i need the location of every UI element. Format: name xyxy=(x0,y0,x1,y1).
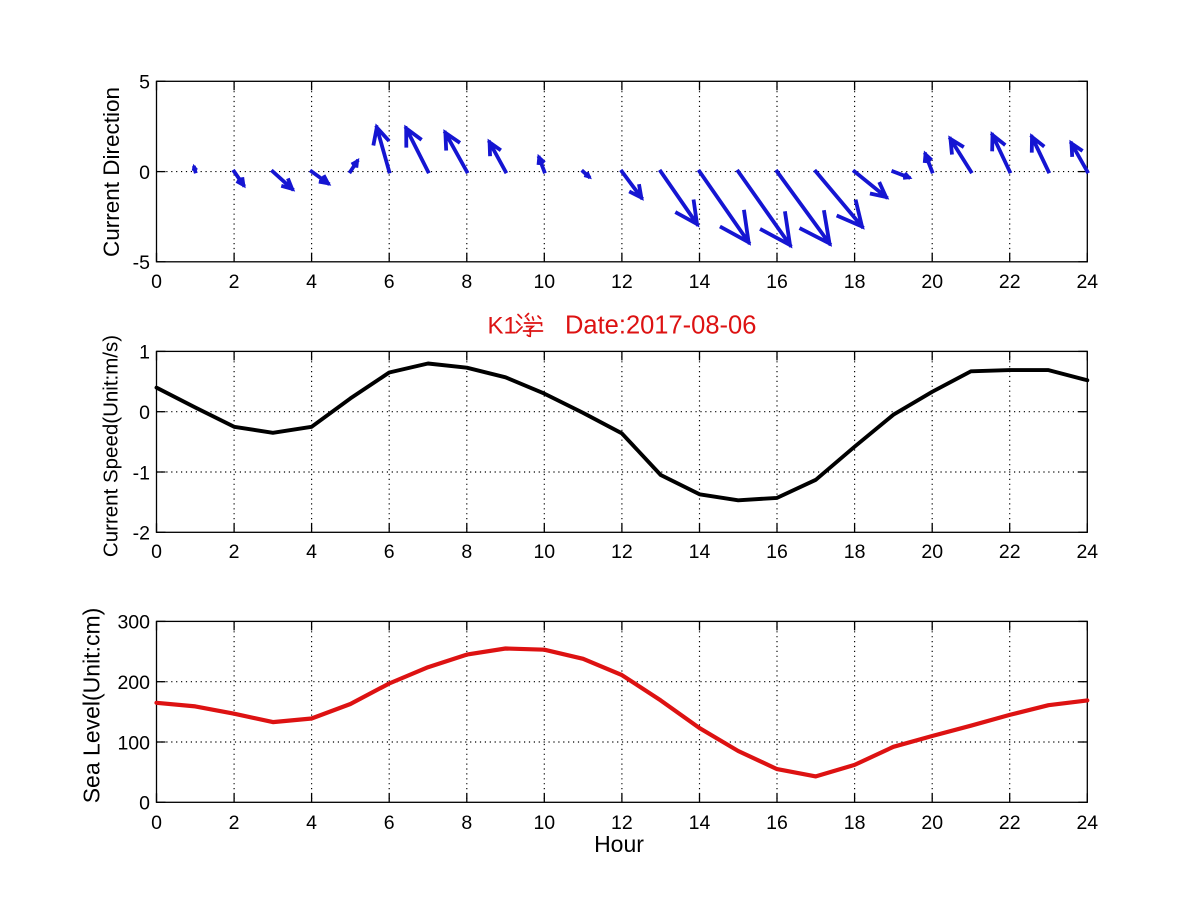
svg-text:Current Speed(Unit:m/s): Current Speed(Unit:m/s) xyxy=(100,335,123,557)
svg-text:4: 4 xyxy=(306,541,317,563)
svg-text:Sea Level(Unit:cm): Sea Level(Unit:cm) xyxy=(79,608,105,804)
svg-text:0: 0 xyxy=(151,271,162,293)
svg-text:Current Direction: Current Direction xyxy=(99,87,124,257)
svg-text:18: 18 xyxy=(844,541,866,563)
svg-text:2: 2 xyxy=(229,271,240,293)
svg-text:14: 14 xyxy=(689,271,711,293)
svg-text:22: 22 xyxy=(999,541,1021,563)
svg-text:12: 12 xyxy=(611,812,633,834)
svg-text:12: 12 xyxy=(611,271,633,293)
svg-text:K1: K1 xyxy=(488,313,517,340)
svg-text:24: 24 xyxy=(1076,271,1098,293)
svg-text:10: 10 xyxy=(533,271,555,293)
svg-text:4: 4 xyxy=(306,812,317,834)
svg-text:8: 8 xyxy=(461,812,472,834)
svg-text:5: 5 xyxy=(139,72,150,94)
svg-text:22: 22 xyxy=(999,271,1021,293)
svg-text:8: 8 xyxy=(461,541,472,563)
svg-text:14: 14 xyxy=(689,541,711,563)
svg-text:18: 18 xyxy=(844,812,866,834)
svg-text:20: 20 xyxy=(921,541,943,563)
svg-text:6: 6 xyxy=(384,271,395,293)
svg-text:16: 16 xyxy=(766,271,788,293)
svg-text:16: 16 xyxy=(766,812,788,834)
svg-text:200: 200 xyxy=(117,672,150,694)
svg-text:6: 6 xyxy=(384,812,395,834)
svg-text:-2: -2 xyxy=(133,523,150,545)
svg-text:Date:2017-08-06: Date:2017-08-06 xyxy=(565,312,756,340)
svg-text:20: 20 xyxy=(921,812,943,834)
svg-text:16: 16 xyxy=(766,541,788,563)
svg-text:24: 24 xyxy=(1076,541,1098,563)
svg-text:1: 1 xyxy=(139,342,150,364)
svg-text:4: 4 xyxy=(306,271,317,293)
svg-text:10: 10 xyxy=(533,541,555,563)
svg-text:18: 18 xyxy=(844,271,866,293)
svg-text:0: 0 xyxy=(139,793,150,815)
svg-text:300: 300 xyxy=(117,612,150,634)
svg-text:12: 12 xyxy=(611,541,633,563)
svg-text:Hour: Hour xyxy=(594,831,644,857)
svg-text:-5: -5 xyxy=(133,252,150,274)
svg-text:6: 6 xyxy=(384,541,395,563)
svg-text:0: 0 xyxy=(139,162,150,184)
svg-text:10: 10 xyxy=(533,812,555,834)
svg-text:100: 100 xyxy=(117,732,150,754)
svg-text:0: 0 xyxy=(151,541,162,563)
svg-text:2: 2 xyxy=(229,541,240,563)
svg-text:0: 0 xyxy=(151,812,162,834)
svg-text:24: 24 xyxy=(1076,812,1098,834)
svg-text:2: 2 xyxy=(229,812,240,834)
svg-text:8: 8 xyxy=(461,271,472,293)
svg-text:22: 22 xyxy=(999,812,1021,834)
svg-text:0: 0 xyxy=(139,402,150,424)
svg-text:20: 20 xyxy=(921,271,943,293)
svg-text:-1: -1 xyxy=(133,462,150,484)
svg-text:14: 14 xyxy=(689,812,711,834)
